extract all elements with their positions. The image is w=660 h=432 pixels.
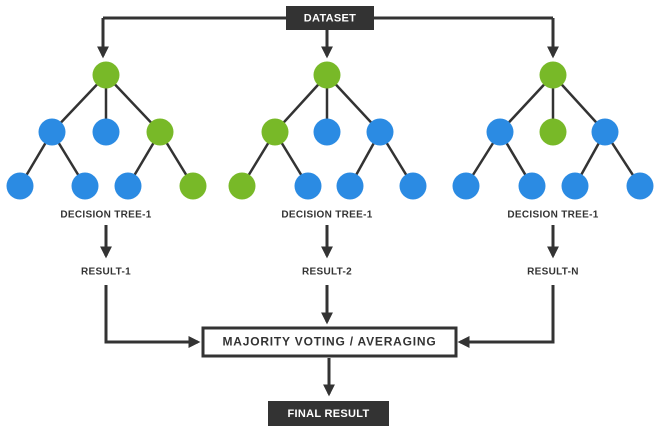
tree-node bbox=[294, 172, 322, 200]
tree-node bbox=[626, 172, 654, 200]
tree-nodes bbox=[6, 61, 654, 200]
final-box bbox=[268, 401, 389, 426]
dataset-label: DATASET bbox=[304, 12, 356, 24]
tree-label: DECISION TREE-1 bbox=[281, 210, 372, 221]
tree-node bbox=[399, 172, 427, 200]
arrow bbox=[457, 285, 555, 348]
result-label: RESULT-2 bbox=[302, 267, 352, 278]
tree-node bbox=[261, 118, 289, 146]
tree-node bbox=[313, 118, 341, 146]
tree-node bbox=[591, 118, 619, 146]
arrow bbox=[104, 285, 201, 348]
result-label: RESULT-1 bbox=[81, 267, 131, 278]
tree-node bbox=[313, 61, 341, 89]
aggregation-box bbox=[201, 326, 458, 358]
tree-node bbox=[114, 172, 142, 200]
tree-node bbox=[6, 172, 34, 200]
tree-label: DECISION TREE-1 bbox=[507, 210, 598, 221]
tree-node bbox=[366, 118, 394, 146]
final-label: FINAL RESULT bbox=[287, 408, 369, 420]
tree-node bbox=[336, 172, 364, 200]
dataset-box bbox=[286, 6, 374, 30]
tree-node bbox=[561, 172, 589, 200]
tree-node bbox=[38, 118, 66, 146]
tree-node bbox=[92, 61, 120, 89]
aggregation-label: MAJORITY VOTING / AVERAGING bbox=[222, 335, 436, 349]
tree-label: DECISION TREE-1 bbox=[60, 210, 151, 221]
result-label: RESULT-N bbox=[527, 267, 579, 278]
tree-node bbox=[486, 118, 514, 146]
tree-node bbox=[452, 172, 480, 200]
tree-node bbox=[539, 61, 567, 89]
tree-node bbox=[228, 172, 256, 200]
tree-node bbox=[179, 172, 207, 200]
tree-node bbox=[539, 118, 567, 146]
tree-node bbox=[146, 118, 174, 146]
tree-node bbox=[518, 172, 546, 200]
tree-node bbox=[71, 172, 99, 200]
tree-node bbox=[92, 118, 120, 146]
